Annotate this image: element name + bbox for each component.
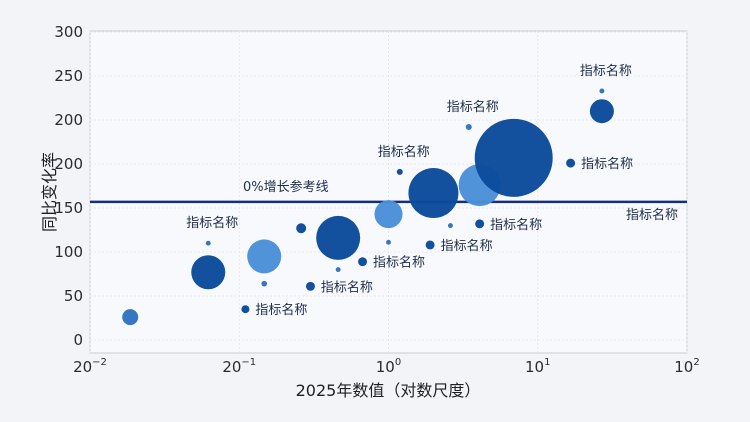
bubble xyxy=(396,168,403,175)
y-axis-ticks: 0 50 100 150 200 200 250 300 xyxy=(54,23,83,349)
x-tick-label: 20−1 xyxy=(222,357,256,376)
bubble-label: 指标名称 xyxy=(373,255,425,271)
bubble xyxy=(425,240,435,250)
bubble-label: 指标名称 xyxy=(186,215,238,231)
bubble xyxy=(474,118,553,197)
y-tick-label: 250 xyxy=(54,67,83,85)
bubble xyxy=(122,309,139,326)
bubble xyxy=(191,255,226,290)
bubble xyxy=(335,267,341,273)
bubble xyxy=(316,215,361,260)
reference-line-right-label: 指标名称 xyxy=(626,207,678,223)
bubble xyxy=(374,200,403,229)
bubble-label: 指标名称 xyxy=(581,156,633,172)
bubble xyxy=(465,124,472,131)
bubble-label: 指标名称 xyxy=(441,238,493,254)
bubble xyxy=(358,257,368,267)
bubble xyxy=(386,239,391,245)
reference-line-label: 0%增长参考线 xyxy=(243,179,329,195)
y-tick-label: 0 xyxy=(73,331,83,349)
bubble xyxy=(475,219,485,229)
grid xyxy=(89,31,688,353)
x-tick-label: 100 xyxy=(376,357,401,376)
y-tick-label: 100 xyxy=(54,243,83,261)
x-tick-label: 102 xyxy=(674,357,699,376)
bubble xyxy=(305,281,315,291)
bubble-label: 指标名称 xyxy=(490,217,542,233)
y-tick-label: 200 xyxy=(54,155,83,173)
x-axis-title: 2025年数值（对数尺度） xyxy=(296,381,481,400)
x-tick-label: 20−2 xyxy=(73,357,107,376)
bubble xyxy=(247,239,282,274)
bubble xyxy=(599,88,605,94)
bubble-label: 指标名称 xyxy=(255,302,307,318)
bubble xyxy=(566,158,576,168)
y-tick-label: 50 xyxy=(64,287,83,305)
bubble xyxy=(205,240,211,246)
bubble xyxy=(296,223,307,234)
bubble xyxy=(408,168,459,219)
bubble-label: 指标名称 xyxy=(321,279,373,295)
y-tick-label: 150 xyxy=(54,199,83,217)
bubble-label: 指标名称 xyxy=(378,144,430,160)
x-tick-label: 101 xyxy=(525,357,550,376)
bubble xyxy=(241,305,250,314)
x-axis-ticks: 20−2 20−1 100 101 102 xyxy=(73,357,700,376)
bubble-label: 指标名称 xyxy=(447,99,499,115)
bubble-label: 指标名称 xyxy=(580,63,632,79)
bubble xyxy=(447,223,453,229)
y-tick-label: 300 xyxy=(54,23,83,41)
y-tick-label: 200 xyxy=(54,111,83,129)
bubble xyxy=(589,99,614,124)
bubble xyxy=(261,280,268,287)
y-axis-title: 同比变化率 xyxy=(40,152,59,232)
